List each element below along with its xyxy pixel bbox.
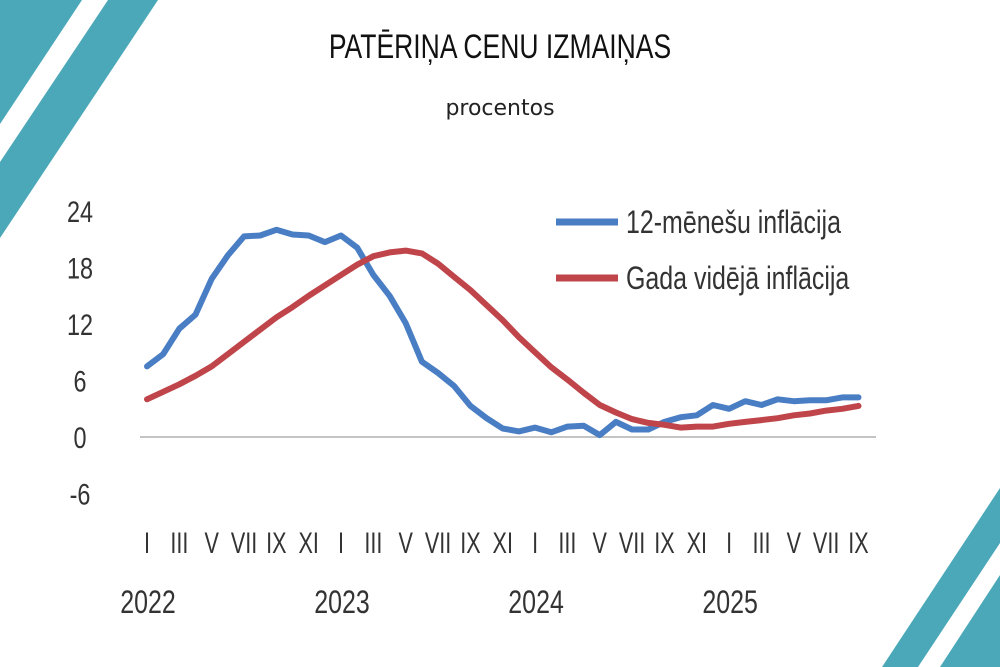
legend-label: 12-mēnešu inflācija bbox=[626, 205, 841, 241]
x-tick-label: XI bbox=[493, 525, 513, 559]
x-tick-label: III bbox=[558, 525, 576, 559]
year-label: 2024 bbox=[508, 585, 564, 621]
x-tick-label: IX bbox=[848, 525, 868, 559]
y-tick-label: 0 bbox=[73, 421, 86, 454]
year-label: 2023 bbox=[314, 585, 370, 621]
x-tick-label: I bbox=[338, 525, 344, 559]
series-lines bbox=[144, 226, 862, 439]
x-tick-label: III bbox=[752, 525, 770, 559]
x-tick-label: V bbox=[593, 525, 608, 559]
x-tick-label: III bbox=[170, 525, 188, 559]
x-tick-label: V bbox=[204, 525, 219, 559]
x-tick-label: IX bbox=[654, 525, 674, 559]
x-tick-label: XI bbox=[687, 525, 707, 559]
year-label: 2025 bbox=[702, 585, 758, 621]
x-tick-label: VII bbox=[425, 525, 451, 559]
y-tick-label: 18 bbox=[67, 252, 93, 285]
x-tick-label: VII bbox=[231, 525, 257, 559]
x-tick-label: IX bbox=[460, 525, 480, 559]
series-line-annual-average bbox=[144, 247, 862, 431]
y-tick-label: -6 bbox=[70, 478, 91, 511]
corner-stripe-bottom-right-inner bbox=[940, 575, 1000, 667]
y-tick-label: 24 bbox=[67, 195, 93, 228]
x-tick-label: VII bbox=[813, 525, 839, 559]
x-tick-label: V bbox=[399, 525, 414, 559]
x-tick-label: I bbox=[532, 525, 538, 559]
page-subtitle: procentos bbox=[445, 96, 555, 121]
x-tick-label: XI bbox=[298, 525, 318, 559]
x-tick-label: I bbox=[726, 525, 732, 559]
corner-stripe-top-left-inner bbox=[0, 0, 82, 124]
y-tick-label: 12 bbox=[67, 308, 93, 341]
x-tick-label: VII bbox=[619, 525, 645, 559]
legend-label: Gada vidējā inflācija bbox=[626, 261, 849, 297]
x-tick-label: IX bbox=[266, 525, 286, 559]
page-title: PATĒRIŅA CENU IZMAIŅAS bbox=[328, 28, 672, 66]
y-axis: 24 18 12 6 0 -6 bbox=[67, 195, 93, 511]
x-tick-label: I bbox=[144, 525, 150, 559]
x-axis: I III V VII IX XI I III V VII IX XI I III V VII IX XI I III… bbox=[120, 525, 868, 620]
legend: 12-mēnešu inflācija Gada vidējā inflācija bbox=[556, 205, 849, 297]
x-tick-label: III bbox=[364, 525, 382, 559]
y-tick-label: 6 bbox=[73, 365, 86, 398]
year-label: 2022 bbox=[120, 585, 176, 621]
x-tick-label: V bbox=[787, 525, 802, 559]
series-line-12-month bbox=[144, 226, 862, 439]
